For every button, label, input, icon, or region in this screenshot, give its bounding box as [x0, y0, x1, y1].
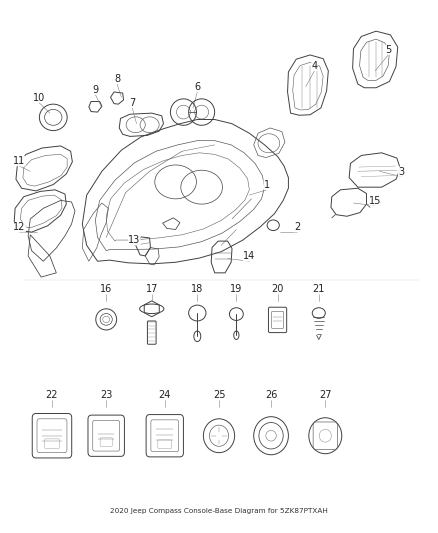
Text: 18: 18: [191, 284, 203, 294]
Text: 13: 13: [128, 236, 141, 245]
Text: 2020 Jeep Compass Console-Base Diagram for 5ZK87PTXAH: 2020 Jeep Compass Console-Base Diagram f…: [110, 508, 328, 514]
Text: 5: 5: [385, 45, 391, 55]
Text: 8: 8: [114, 74, 120, 84]
Text: 15: 15: [369, 196, 381, 206]
Text: 26: 26: [265, 390, 277, 400]
Text: 24: 24: [159, 390, 171, 400]
Text: 12: 12: [13, 222, 26, 232]
Text: 11: 11: [13, 156, 25, 166]
Text: 7: 7: [129, 98, 135, 108]
Text: 1: 1: [264, 180, 270, 190]
Text: 9: 9: [92, 85, 99, 95]
Text: 23: 23: [100, 390, 113, 400]
Text: 20: 20: [272, 284, 284, 294]
Text: 16: 16: [100, 284, 112, 294]
Text: 21: 21: [313, 284, 325, 294]
Text: 10: 10: [33, 93, 45, 102]
Text: 19: 19: [230, 284, 243, 294]
Text: 14: 14: [243, 251, 255, 261]
Text: 27: 27: [319, 390, 332, 400]
Text: 17: 17: [145, 284, 158, 294]
Text: 3: 3: [398, 167, 404, 176]
Text: 2: 2: [294, 222, 300, 232]
Text: 4: 4: [311, 61, 318, 71]
Text: 22: 22: [46, 390, 58, 400]
Text: 6: 6: [194, 82, 200, 92]
Text: 25: 25: [213, 390, 225, 400]
